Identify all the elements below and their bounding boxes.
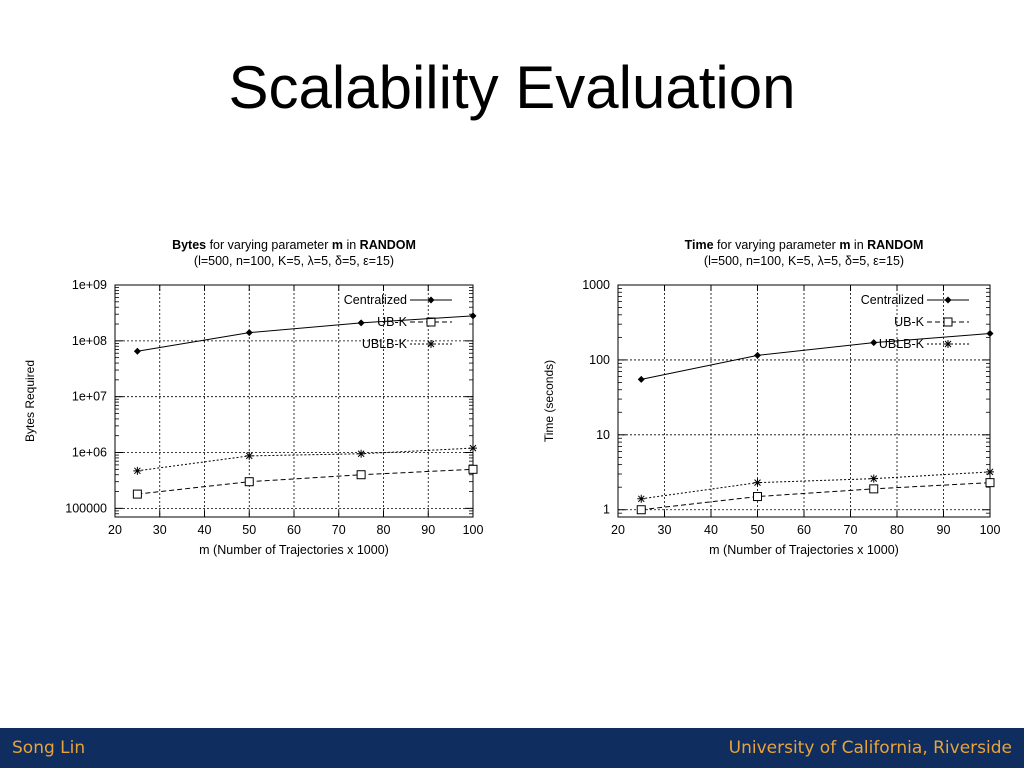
x-tick-label: 80	[890, 523, 904, 537]
data-point	[356, 470, 366, 480]
chart-subtitle: (l=500, n=100, K=5, λ=5, δ=5, ε=15)	[704, 254, 904, 268]
data-point	[637, 494, 646, 503]
y-tick-label: 1e+08	[72, 334, 107, 348]
data-point	[754, 351, 761, 359]
x-axis-label: m (Number of Trajectories x 1000)	[709, 543, 899, 557]
y-tick-label: 10	[596, 428, 610, 442]
series-line	[137, 315, 474, 352]
data-point	[469, 312, 477, 320]
legend-marker	[944, 296, 952, 304]
data-point	[469, 444, 477, 453]
x-tick-label: 70	[332, 523, 346, 537]
data-point	[132, 489, 142, 499]
data-point	[637, 375, 645, 383]
x-tick-label: 60	[797, 523, 811, 537]
legend-label: UB-K	[377, 315, 408, 329]
x-tick-label: 30	[153, 523, 167, 537]
y-axis-label: Bytes Required	[23, 360, 37, 442]
x-tick-label: 90	[937, 523, 951, 537]
legend-marker	[943, 317, 953, 327]
legend-label: Centralized	[861, 293, 924, 307]
legend-label: Centralized	[344, 293, 407, 307]
slide-title: Scalability Evaluation	[228, 54, 796, 121]
legend-marker	[944, 340, 952, 348]
y-tick-label: 100000	[65, 501, 107, 515]
footer-author: Song Lin	[12, 738, 86, 758]
x-tick-label: 90	[421, 523, 435, 537]
data-point	[133, 347, 141, 355]
data-point	[133, 466, 142, 475]
x-tick-label: 50	[242, 523, 256, 537]
legend-marker	[427, 296, 435, 304]
series-line	[641, 333, 991, 380]
data-point	[468, 464, 478, 474]
chart-time: Time for varying parameter m in RANDOM (l…	[525, 228, 1015, 588]
chart-title: Bytes for varying parameter m in RANDOM	[172, 238, 416, 252]
legend-marker	[427, 340, 435, 348]
series-line	[137, 447, 474, 472]
footer-bar: Song Lin University of California, River…	[0, 728, 1024, 768]
x-tick-label: 70	[844, 523, 858, 537]
y-tick-label: 1	[603, 503, 610, 517]
data-point	[986, 330, 994, 338]
data-point	[357, 449, 366, 458]
x-tick-label: 40	[198, 523, 212, 537]
x-tick-label: 60	[287, 523, 301, 537]
series-line	[137, 468, 474, 495]
data-point	[357, 319, 365, 327]
x-axis-label: m (Number of Trajectories x 1000)	[199, 543, 389, 557]
legend-marker	[426, 317, 436, 327]
data-point	[636, 505, 646, 515]
y-tick-label: 100	[589, 353, 610, 367]
x-tick-label: 20	[611, 523, 625, 537]
x-tick-label: 80	[377, 523, 391, 537]
x-tick-label: 20	[108, 523, 122, 537]
data-point	[869, 474, 878, 483]
x-tick-label: 100	[980, 523, 1001, 537]
data-point	[870, 339, 878, 347]
legend-label: UB-K	[894, 315, 925, 329]
data-point	[986, 467, 994, 476]
chart-bytes: Bytes for varying parameter m in RANDOM (…	[10, 228, 500, 588]
x-tick-label: 50	[751, 523, 765, 537]
series-line	[641, 482, 991, 511]
y-tick-label: 1e+09	[72, 278, 107, 292]
footer-institution: University of California, Riverside	[728, 738, 1012, 758]
data-point	[245, 451, 254, 460]
x-tick-label: 100	[463, 523, 484, 537]
legend-label: UBLB-K	[362, 337, 408, 351]
y-tick-label: 1000	[582, 278, 610, 292]
x-tick-label: 30	[658, 523, 672, 537]
data-point	[245, 329, 253, 337]
data-point	[869, 484, 879, 494]
x-tick-label: 40	[704, 523, 718, 537]
data-point	[753, 478, 762, 487]
data-point	[244, 477, 254, 487]
chart-title: Time for varying parameter m in RANDOM	[685, 238, 924, 252]
legend-label: UBLB-K	[879, 337, 925, 351]
data-point	[753, 492, 762, 502]
chart-subtitle: (l=500, n=100, K=5, λ=5, δ=5, ε=15)	[194, 254, 394, 268]
y-tick-label: 1e+06	[72, 446, 107, 460]
y-axis-label: Time (seconds)	[542, 360, 556, 442]
data-point	[985, 478, 995, 488]
y-tick-label: 1e+07	[72, 390, 107, 404]
